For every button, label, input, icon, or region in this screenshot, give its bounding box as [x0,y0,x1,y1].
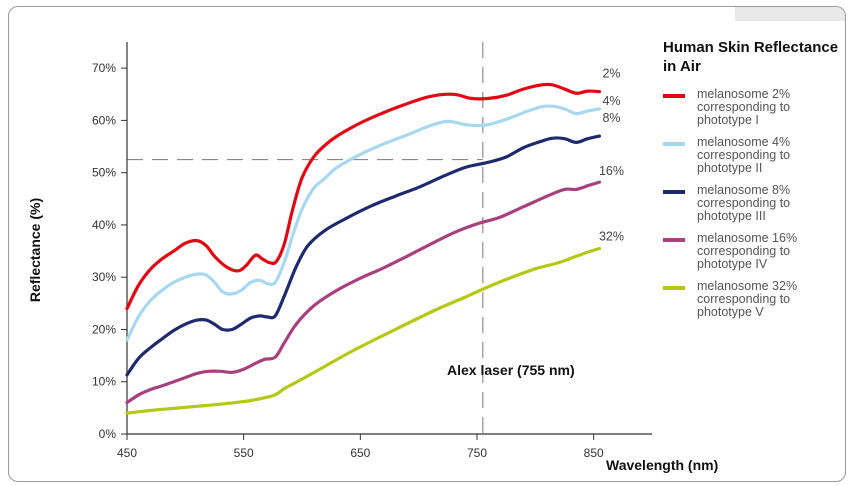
legend-label: melanosome 32% corresponding to phototyp… [697,279,798,319]
y-tick-label: 70% [92,61,116,75]
series-end-labels: 2% 4% 8% 16% 32% [599,67,624,244]
y-tick-label: 0% [99,427,117,441]
series-end-label: 8% [602,111,620,125]
legend-label: melanosome 8% corresponding to phototype… [697,183,791,223]
series-end-label: 2% [602,67,620,81]
x-tick-label: 650 [350,446,370,460]
series-end-label: 16% [599,164,624,178]
legend: Human Skin Reflectance in Air melanosome… [663,38,843,328]
series-lines [125,82,602,415]
x-tick-label: 450 [117,446,137,460]
x-axis-title: Wavelength (nm) [606,457,718,473]
legend-label: melanosome 2% corresponding to phototype… [697,87,791,127]
legend-label: melanosome 4% corresponding to phototype… [697,135,791,175]
legend-swatch [663,142,685,146]
x-tick-label: 850 [584,446,604,460]
y-tick-label: 10% [92,375,116,389]
legend-items: melanosome 2% corresponding to phototype… [663,88,843,319]
corner-tab [735,7,845,21]
legend-item: melanosome 32% corresponding to phototyp… [663,280,843,319]
legend-item: melanosome 4% corresponding to phototype… [663,136,843,175]
series-line-3 [125,134,602,377]
legend-swatch [663,190,685,194]
legend-item: melanosome 16% corresponding to phototyp… [663,232,843,271]
legend-item: melanosome 8% corresponding to phototype… [663,184,843,223]
y-tick-label: 50% [92,166,116,180]
series-end-label: 32% [599,229,624,243]
series-line-1 [125,82,602,311]
y-tick-label: 30% [92,270,116,284]
series-line-5 [125,246,602,415]
legend-swatch [663,286,685,290]
chart-frame [8,6,846,482]
y-tick-label: 60% [92,113,116,127]
series-end-label: 4% [602,94,620,108]
series-line-4 [125,180,602,405]
y-tick-label: 40% [92,218,116,232]
series-line-2 [125,104,602,342]
legend-swatch [663,238,685,242]
legend-swatch [663,94,685,98]
legend-item: melanosome 2% corresponding to phototype… [663,88,843,127]
x-tick-label: 750 [467,446,487,460]
legend-label: melanosome 16% corresponding to phototyp… [697,231,798,271]
y-axis-title: Reflectance (%) [27,198,43,302]
reference-lines [127,42,484,434]
axes: 0% 10% 20% 30% 40% 50% 60% 70% 450 550 650 750 850 [92,42,652,460]
y-tick-label: 20% [92,322,116,336]
alex-laser-annotation: Alex laser (755 nm) [447,362,575,378]
legend-title: Human Skin Reflectance in Air [663,39,839,75]
x-tick-label: 550 [234,446,254,460]
